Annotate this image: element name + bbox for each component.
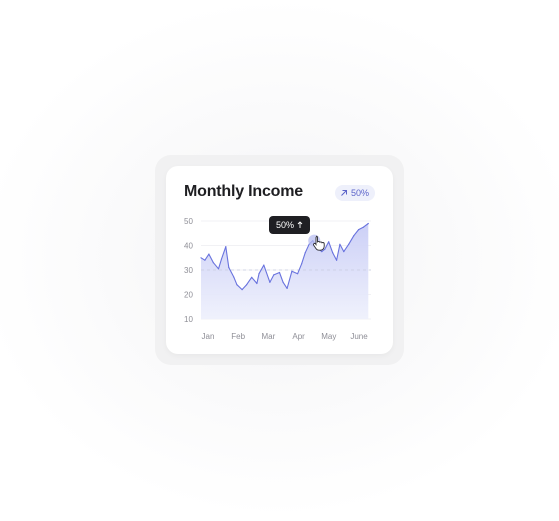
data-point <box>286 287 288 289</box>
data-point <box>233 276 235 278</box>
tooltip-value: 50% <box>276 220 295 230</box>
data-point <box>256 282 258 285</box>
y-tick-label: 50 <box>184 217 193 226</box>
data-point <box>204 259 206 261</box>
data-point <box>353 235 355 237</box>
x-tick-label: Apr <box>292 332 305 341</box>
data-point <box>343 251 345 253</box>
data-point <box>367 222 369 225</box>
data-point <box>200 257 202 259</box>
data-point <box>228 266 230 269</box>
data-point <box>258 273 260 275</box>
arrow-up-icon <box>297 221 303 228</box>
data-point <box>304 252 306 254</box>
data-point <box>251 276 253 278</box>
data-point <box>220 258 223 260</box>
x-tick-label: Mar <box>262 332 276 341</box>
arrow-up-right-icon <box>341 190 347 196</box>
x-tick-label: Feb <box>231 332 245 341</box>
chart-series-line <box>200 223 369 291</box>
income-chart[interactable]: 10 20 30 40 50 Jan Feb Mar Apr May June <box>166 166 393 354</box>
data-point <box>269 281 271 283</box>
data-point <box>225 246 227 248</box>
data-point <box>273 274 275 276</box>
growth-badge-value: 50% <box>350 188 369 198</box>
data-point <box>263 264 265 266</box>
card-title: Monthly Income <box>184 183 303 200</box>
y-tick-label: 40 <box>184 242 193 251</box>
y-tick-label: 10 <box>184 315 193 324</box>
data-point <box>301 263 303 265</box>
x-tick-label: June <box>350 332 368 341</box>
income-card: Monthly Income 50% 10 20 30 40 50 Jan Feb Mar A… <box>166 166 393 354</box>
chart-area-fill <box>201 223 369 319</box>
data-point <box>278 271 281 274</box>
data-point <box>324 248 326 250</box>
hand-pointer-icon <box>313 235 325 251</box>
data-point <box>358 229 360 231</box>
chart-tooltip: 50% <box>269 216 311 234</box>
growth-badge[interactable]: 50% <box>334 185 375 201</box>
data-point <box>291 270 293 272</box>
data-point <box>212 262 214 264</box>
data-point <box>282 281 284 283</box>
data-point <box>336 259 338 261</box>
x-tick-label: Jan <box>202 332 215 341</box>
data-point <box>348 243 350 245</box>
y-tick-label: 30 <box>184 266 193 275</box>
data-point <box>362 226 365 228</box>
data-point <box>236 284 238 286</box>
data-point <box>339 243 341 245</box>
data-point <box>321 251 323 253</box>
data-point <box>241 289 243 291</box>
data-point <box>332 252 334 254</box>
data-point <box>297 273 299 275</box>
x-tick-label: May <box>321 332 336 341</box>
data-point <box>208 253 210 255</box>
y-tick-label: 20 <box>184 291 193 300</box>
data-point <box>217 268 220 270</box>
data-point <box>246 284 248 286</box>
data-point <box>328 241 330 243</box>
